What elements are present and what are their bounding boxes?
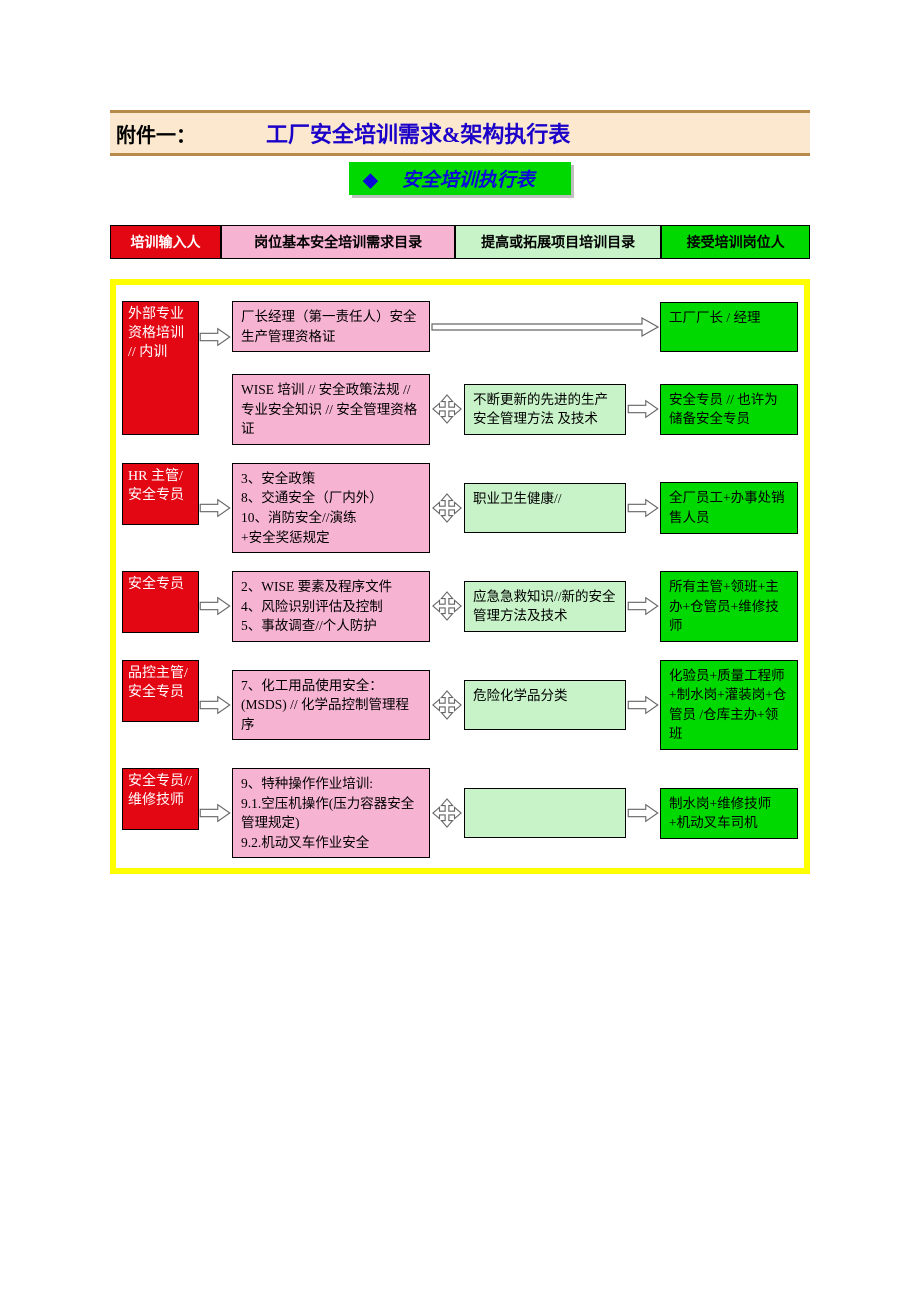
legend-cell: 接受培训岗位人 <box>661 225 810 259</box>
right-arrow-icon <box>199 571 232 642</box>
training-input-box: 安全专员//维修技师 <box>122 768 199 830</box>
legend-cell: 提高或拓展项目培训目录 <box>455 225 661 259</box>
training-row: 安全专员//维修技师 9、特种操作作业培训: 9.1.空压机操作(压力容器安全管理… <box>122 768 798 858</box>
subtitle-text: 安全培训执行表 <box>402 170 535 191</box>
right-arrow-icon <box>199 463 232 553</box>
basic-training-box: 9、特种操作作业培训: 9.1.空压机操作(压力容器安全管理规定) 9.2.机动… <box>232 768 430 858</box>
training-row: 品控主管/安全专员 7、化工用品使用安全：(MSDS) // 化学品控制管理程序危… <box>122 660 798 750</box>
extended-training-box: 职业卫生健康// <box>464 483 626 533</box>
receiver-box: 所有主管+领班+主办+仓管员+维修技师 <box>660 571 798 642</box>
basic-training-box: WISE 培训 // 安全政策法规 // 专业安全知识 // 安全管理资格证 <box>232 374 430 445</box>
right-arrow-icon <box>626 374 660 445</box>
move-arrow-icon <box>430 660 464 750</box>
training-row: 外部专业资格培训 // 内训厂长经理（第一责任人）安全生产管理资格证 工厂厂长 … <box>122 301 798 445</box>
training-input-box: 外部专业资格培训 // 内训 <box>122 301 199 435</box>
right-arrow-icon <box>199 301 232 445</box>
right-arrow-icon <box>626 463 660 553</box>
basic-training-box: 2、WISE 要素及程序文件 4、风险识别评估及控制 5、事故调查//个人防护 <box>232 571 430 642</box>
receiver-box: 全厂员工+办事处销售人员 <box>660 482 798 533</box>
right-arrow-icon <box>626 571 660 642</box>
training-input-box: 品控主管/安全专员 <box>122 660 199 722</box>
legend-row: 培训输入人岗位基本安全培训需求目录提高或拓展项目培训目录接受培训岗位人 <box>110 225 810 259</box>
basic-training-box: 厂长经理（第一责任人）安全生产管理资格证 <box>232 301 430 352</box>
title-main: 工厂安全培训需求&架构执行表 <box>266 117 570 149</box>
right-arrow-icon <box>199 660 232 750</box>
extended-training-box: 不断更新的先进的生产安全管理方法 及技术 <box>464 384 626 435</box>
legend-cell: 培训输入人 <box>110 225 221 259</box>
move-arrow-icon <box>430 571 464 642</box>
right-arrow-icon <box>199 768 232 858</box>
right-arrow-icon <box>626 660 660 750</box>
diamond-bullet-icon: ◆ <box>363 170 378 191</box>
long-right-arrow-icon <box>430 314 660 340</box>
title-bar: 附件一： 工厂安全培训需求&架构执行表 <box>110 110 810 156</box>
legend-cell: 岗位基本安全培训需求目录 <box>221 225 455 259</box>
subtitle-banner: ◆ 安全培训执行表 <box>349 162 571 195</box>
move-arrow-icon <box>430 463 464 553</box>
move-arrow-icon <box>430 768 464 858</box>
move-arrow-icon <box>430 374 464 445</box>
extended-training-box: 应急急救知识//新的安全管理方法及技术 <box>464 581 626 632</box>
receiver-box: 工厂厂长 / 经理 <box>660 302 798 352</box>
extended-training-box <box>464 788 626 838</box>
subtitle-wrap: ◆ 安全培训执行表 <box>110 162 810 195</box>
training-row: HR 主管/安全专员 3、安全政策 8、交通安全（厂内外） 10、消防安全//演练… <box>122 463 798 553</box>
training-input-box: HR 主管/安全专员 <box>122 463 199 525</box>
basic-training-box: 7、化工用品使用安全：(MSDS) // 化学品控制管理程序 <box>232 670 430 741</box>
title-prefix: 附件一： <box>116 119 196 148</box>
receiver-box: 化验员+质量工程师+制水岗+灌装岗+仓管员 /仓库主办+领班 <box>660 660 798 750</box>
right-arrow-icon <box>626 768 660 858</box>
training-row: 安全专员 2、WISE 要素及程序文件 4、风险识别评估及控制 5、事故调查//个… <box>122 571 798 642</box>
extended-training-box: 危险化学品分类 <box>464 680 626 730</box>
receiver-box: 制水岗+维修技师+机动叉车司机 <box>660 788 798 839</box>
training-input-box: 安全专员 <box>122 571 199 633</box>
receiver-box: 安全专员 // 也许为储备安全专员 <box>660 384 798 435</box>
diagram-frame: 外部专业资格培训 // 内训厂长经理（第一责任人）安全生产管理资格证 工厂厂长 … <box>110 279 810 874</box>
basic-training-box: 3、安全政策 8、交通安全（厂内外） 10、消防安全//演练 +安全奖惩规定 <box>232 463 430 553</box>
